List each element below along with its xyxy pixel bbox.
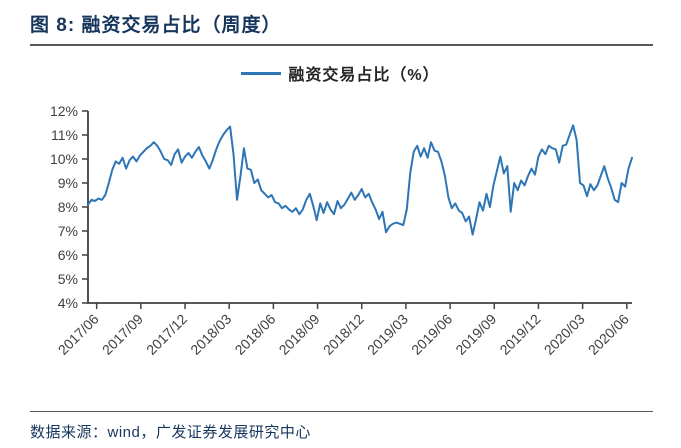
x-axis-tick-label: 2020/03 (541, 311, 588, 358)
y-axis-tick-label: 11% (51, 127, 78, 143)
x-axis-tick-label: 2017/09 (99, 311, 146, 358)
axis-lines (87, 111, 632, 304)
series-line-margin-trading-ratio (87, 124, 633, 236)
x-axis-tick-label: 2018/09 (276, 311, 323, 358)
x-axis-tick-label: 2018/12 (320, 311, 367, 358)
y-axis-tick-label: 9% (58, 175, 78, 191)
figure-header: 图 8: 融资交易占比（周度） (0, 0, 681, 37)
legend-label: 融资交易占比（%） (288, 67, 440, 84)
x-axis-tick-label: 2020/06 (585, 311, 632, 358)
chart-legend: 融资交易占比（%） (0, 62, 681, 84)
y-axis-tick-label: 4% (58, 295, 78, 311)
x-axis-tick-label: 2017/12 (143, 311, 190, 358)
title-divider (30, 44, 653, 46)
figure-footer: 数据来源：wind，广发证券发展研究中心 (30, 411, 653, 442)
y-axis-tick-label: 6% (58, 247, 78, 263)
legend-line-swatch (241, 71, 282, 75)
x-axis-tick-label: 2017/06 (55, 311, 102, 358)
x-axis-tick-label: 2019/09 (452, 311, 499, 358)
data-source-text: 数据来源：wind，广发证券发展研究中心 (30, 424, 311, 441)
y-axis-tick-label: 10% (50, 151, 78, 167)
y-axis-tick-label: 12% (50, 103, 78, 119)
x-axis-tick-label: 2019/12 (496, 311, 543, 358)
x-axis-tick-label: 2019/03 (364, 311, 411, 358)
x-axis-tick-label: 2019/06 (408, 311, 455, 358)
line-chart: 4% 5% 6% 7% 8% 9% 10% 11% 12% 2017/062017/092017/… (50, 103, 633, 358)
figure-title: 图 8: 融资交易占比（周度） (30, 15, 282, 36)
x-axis-tick-label: 2018/06 (231, 311, 278, 358)
x-axis-tick-label: 2018/03 (187, 311, 234, 358)
y-axis-tick-label: 8% (58, 199, 78, 215)
y-axis-tick-label: 7% (58, 223, 78, 239)
y-axis-tick-label: 5% (58, 271, 78, 287)
